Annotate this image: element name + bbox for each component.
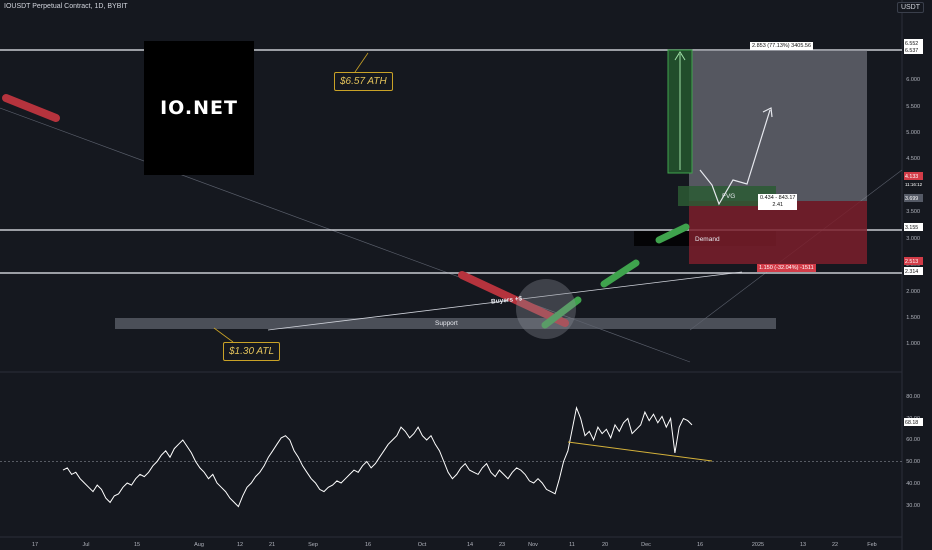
- atl-pointer: [213, 327, 234, 343]
- price-marker-stop-level: [904, 257, 923, 265]
- position-target-zone: [689, 50, 867, 201]
- time-tick-label: Oct: [418, 542, 427, 548]
- chart-title: IOUSDT Perpetual Contract, 1D, BYBIT: [4, 3, 128, 10]
- io-net-logo: IO.NET: [144, 41, 254, 175]
- current-countdown: 11:16:12: [905, 182, 923, 187]
- fvg-zone: [678, 186, 776, 206]
- time-tick-label: 20: [602, 542, 608, 548]
- ath-pointer: [354, 52, 369, 73]
- price-marker-label: 2.513: [905, 259, 918, 265]
- price-marker-label: 6.552: [905, 41, 918, 47]
- bull-swing-0: [541, 296, 582, 329]
- position-stop-zone: [689, 201, 867, 264]
- risk-reward-tag: 0.434 - 843.17 2.41: [758, 194, 798, 210]
- price-tick-label: 6.000: [906, 77, 920, 83]
- time-tick-label: 13: [800, 542, 806, 548]
- stop-tag: 1.150 (-32.04%) -1511: [757, 264, 816, 272]
- support-label: Support: [435, 320, 458, 327]
- time-tick-label: 17: [32, 542, 38, 548]
- price-tick-label: 5.500: [906, 104, 920, 110]
- bull-swing-1: [600, 259, 640, 288]
- time-tick-label: 12: [237, 542, 243, 548]
- time-tick-label: Feb: [867, 542, 876, 548]
- time-tick-label: 2025: [752, 542, 764, 548]
- price-marker-current: [904, 172, 923, 180]
- time-tick-label: 22: [832, 542, 838, 548]
- price-marker-label: 3.699: [905, 196, 918, 202]
- time-tick-label: 11: [569, 542, 575, 548]
- bear-swing-0: [2, 94, 60, 122]
- price-marker-label: 6.537: [905, 48, 918, 54]
- support-zone: [115, 318, 776, 329]
- price-marker-label: 3.155: [905, 225, 918, 231]
- price-tick-label: 2.000: [906, 289, 920, 295]
- price-marker-ath-top: [904, 39, 923, 47]
- time-tick-label: Dec: [641, 542, 651, 548]
- rsi-divergence-line: [567, 441, 713, 462]
- price-tick-label: 1.000: [906, 341, 920, 347]
- fvg-label: FVG: [722, 193, 736, 200]
- price-marker-label: 4.133: [905, 174, 918, 180]
- currency-selector[interactable]: USDT: [896, 2, 924, 13]
- price-marker-resistance: [904, 223, 923, 231]
- rsi-tick-label: 60.00: [906, 437, 920, 443]
- target-tag: 2.853 (77.13%) 3405.56: [750, 42, 814, 50]
- price-marker-ath-level: [904, 46, 923, 54]
- bull-arrowhead: [674, 51, 686, 61]
- price-tick-label: 3.000: [906, 236, 920, 242]
- rsi-current-label: 68.18: [905, 420, 918, 426]
- rsi-current-marker: [904, 418, 923, 426]
- bull-swing-2: [655, 223, 690, 244]
- time-tick-label: Jul: [82, 542, 89, 548]
- time-tick-label: Nov: [528, 542, 538, 548]
- rsi-line: [62, 406, 693, 508]
- time-tick-label: Sep: [308, 542, 318, 548]
- ath-callout: $6.57 ATH: [334, 72, 393, 91]
- demand-label: Demand: [695, 236, 720, 243]
- price-marker-support-line: [904, 267, 923, 275]
- price-tick-label: 4.500: [906, 156, 920, 162]
- logo-text: IO.NET: [160, 97, 238, 119]
- time-tick-label: 16: [365, 542, 371, 548]
- projected-path: [699, 109, 771, 206]
- time-tick-label: 21: [269, 542, 275, 548]
- rsi-tick-label: 30.00: [906, 503, 920, 509]
- price-marker-label: 2.314: [905, 269, 918, 275]
- bear-swing-1: [458, 271, 569, 327]
- rsi-tick-label: 80.00: [906, 394, 920, 400]
- rsi-tick-label: 40.00: [906, 481, 920, 487]
- buyers-highlight-circle: [516, 279, 576, 339]
- time-tick-label: 23: [499, 542, 505, 548]
- time-tick-label: 16: [697, 542, 703, 548]
- atl-callout: $1.30 ATL: [223, 342, 281, 361]
- rsi-tick-label: 50.00: [906, 459, 920, 465]
- rr-line2: 2.41: [772, 202, 784, 208]
- rr-line1: 0.434 - 843.17: [760, 195, 796, 201]
- price-tick-label: 1.500: [906, 315, 920, 321]
- price-tick-label: 3.500: [906, 209, 920, 215]
- price-marker-entry: [904, 194, 923, 202]
- time-tick-label: Aug: [194, 542, 204, 548]
- projected-arrowhead: [762, 107, 773, 118]
- price-tick-label: 5.000: [906, 130, 920, 136]
- time-tick-label: 15: [134, 542, 140, 548]
- time-tick-label: 14: [467, 542, 473, 548]
- buyers-line: [267, 271, 743, 331]
